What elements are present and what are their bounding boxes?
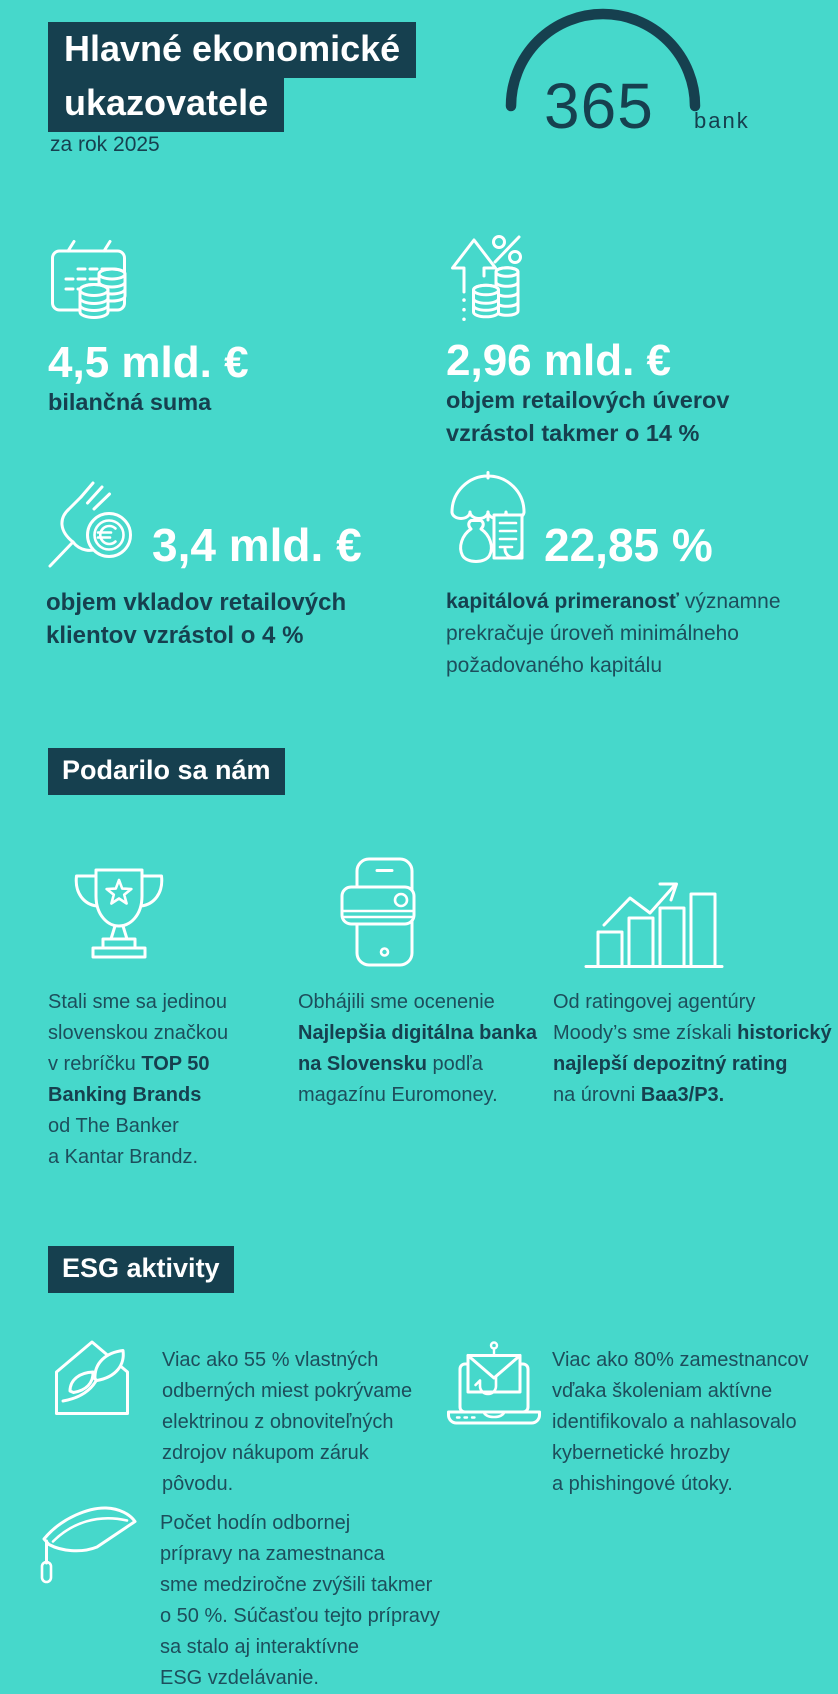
- growth-percent-coins-icon: [451, 235, 522, 326]
- graduation-cap-icon: [40, 1506, 137, 1584]
- stat-value-deposits: 3,4 mld. €: [152, 519, 362, 571]
- section-heading-achievements: Podarilo sa nám: [48, 748, 285, 795]
- page-title-line1: Hlavné ekonomické: [48, 22, 417, 78]
- logo-number: 365: [544, 70, 654, 142]
- page-subtitle: za rok 2025: [50, 133, 160, 156]
- achievement-text-banking-brands: Stali sme sa jedinou slovenskou značkou …: [48, 991, 229, 1168]
- phone-card-icon: [340, 857, 416, 967]
- umbrella-money-bag-icon: [450, 471, 526, 563]
- infographic-page: Hlavné ekonomické ukazovatele za rok 202…: [40, 8, 832, 1689]
- stat-label-balance: bilančná suma: [48, 389, 212, 415]
- logo-arc-icon: [505, 8, 701, 112]
- hand-euro-coin-icon: [48, 481, 132, 568]
- stat-value-capital-adequacy: 22,85 %: [544, 519, 713, 571]
- stat-label-deposits: objem vkladov retailových klientov vzrás…: [46, 589, 347, 649]
- calendar-coins-icon: [51, 240, 127, 319]
- stat-value-retail-loans: 2,96 mld. €: [446, 336, 672, 385]
- logo-word: bank: [694, 108, 750, 133]
- esg-text-training-hours: Počet hodín odbornej prípravy na zamestn…: [160, 1512, 440, 1689]
- stat-label-retail-loans: objem retailových úverov vzrástol takmer…: [446, 387, 730, 446]
- achievement-text-digital-bank: Obhájili sme ocenenie Najlepšia digitáln…: [298, 991, 537, 1106]
- page-title-line2: ukazovatele: [48, 76, 285, 132]
- rating-chart-icon: [584, 882, 724, 968]
- stat-value-balance: 4,5 mld. €: [48, 338, 249, 387]
- trophy-icon: [74, 868, 164, 959]
- stat-label-capital-adequacy: kapitálová primeranosť významne prekraču…: [446, 590, 781, 677]
- phishing-mail-laptop-icon: [447, 1341, 541, 1425]
- eco-house-leaf-icon: [55, 1340, 129, 1415]
- esg-text-cybersecurity-training: Viac ako 80% zamestnancov vďaka školenia…: [552, 1349, 809, 1495]
- section-heading-esg: ESG aktivity: [48, 1246, 234, 1293]
- esg-text-renewable-energy: Viac ako 55 % vlastných odberných miest …: [162, 1349, 413, 1495]
- achievement-text-moodys-rating: Od ratingovej agentúry Moody’s sme získa…: [553, 991, 832, 1106]
